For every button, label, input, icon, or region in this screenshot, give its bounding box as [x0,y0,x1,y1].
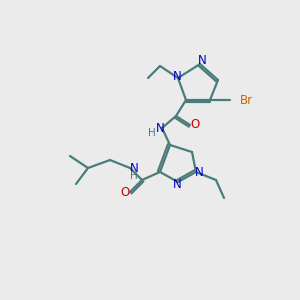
Text: N: N [198,55,206,68]
Text: Br: Br [240,94,253,106]
Text: N: N [172,70,182,83]
Text: N: N [172,178,182,191]
Text: O: O [190,118,200,130]
Text: N: N [156,122,164,134]
Text: N: N [130,161,138,175]
Text: O: O [120,185,130,199]
Text: N: N [195,166,203,178]
Text: H: H [130,171,138,181]
Text: H: H [148,128,156,138]
